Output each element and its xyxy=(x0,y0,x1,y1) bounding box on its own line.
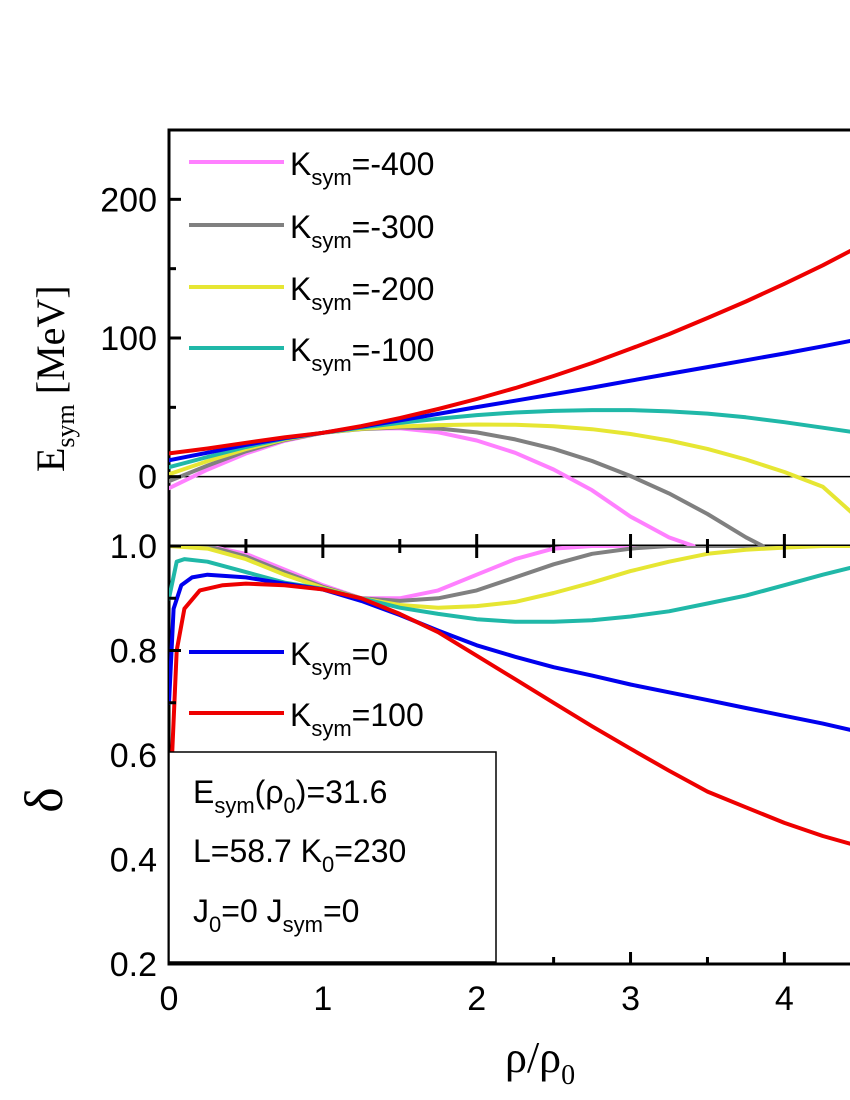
axes-ticks-group: 0 100 200 0.2 0.4 0.6 0.8 1.0 0 1 2 3 4 xyxy=(100,181,794,1018)
x-axis-title: ρ/ρ0 xyxy=(505,1033,575,1091)
parameter-box: Esym(ρ0)=31.6 L=58.7 K0=230 J0=0 Jsym=0 xyxy=(168,751,497,963)
bottom-y-tick-label: 1.0 xyxy=(110,528,157,566)
x-tick-label: 2 xyxy=(467,980,486,1018)
bottom-series-ksym-400 xyxy=(169,546,850,601)
bottom-series-group xyxy=(169,546,850,964)
bottom-y-axis-title: δ xyxy=(14,787,74,812)
top-y-axis-title: Esym[MeV] xyxy=(28,285,80,472)
legend-label-ksym0: Ksym=0 xyxy=(290,636,388,680)
bottom-legend: Ksym=0 Ksym=100 xyxy=(189,636,424,741)
top-y-tick-label: 200 xyxy=(100,181,157,219)
top-panel-frame xyxy=(167,128,850,548)
top-series-ksym-100 xyxy=(169,248,850,456)
top-y-tick-label: 0 xyxy=(138,459,157,497)
bottom-series-ksym-200 xyxy=(169,546,850,610)
legend-label-ksym100: Ksym=100 xyxy=(290,697,424,741)
bottom-series-ksym-300 xyxy=(169,546,850,603)
legend-label-ksym-100: Ksym=-100 xyxy=(290,332,434,376)
legend-label-ksym-200: Ksym=-200 xyxy=(290,271,434,315)
top-series-group xyxy=(169,248,850,546)
legend-label-ksym-300: Ksym=-300 xyxy=(290,209,434,253)
bottom-y-tick-label: 0.8 xyxy=(110,633,157,671)
top-legend: Ksym=-400 Ksym=-300 Ksym=-200 Ksym=-100 xyxy=(189,146,434,376)
x-tick-label: 3 xyxy=(621,980,640,1018)
bottom-y-tick-label: 0.4 xyxy=(110,842,157,880)
parameter-line-j: J0=0 Jsym=0 xyxy=(193,893,359,937)
bottom-series-ksym-100 xyxy=(169,581,850,964)
bottom-y-tick-label: 0.6 xyxy=(110,737,157,775)
parameter-line-l-k0: L=58.7 K0=230 xyxy=(193,833,406,877)
x-tick-label: 4 xyxy=(775,980,794,1018)
x-tick-label: 1 xyxy=(313,980,332,1018)
bottom-series-ksym-0 xyxy=(169,572,850,732)
legend-label-ksym-400: Ksym=-400 xyxy=(290,146,434,190)
top-y-tick-label: 100 xyxy=(100,320,157,358)
parameter-line-esym: Esym(ρ0)=31.6 xyxy=(193,774,387,818)
top-series-ksym-0 xyxy=(169,338,850,463)
parameter-box-frame xyxy=(168,751,497,963)
x-tick-label: 0 xyxy=(160,980,179,1018)
bottom-series-ksym-100 xyxy=(169,557,850,624)
bottom-y-tick-label: 0.2 xyxy=(110,946,157,984)
